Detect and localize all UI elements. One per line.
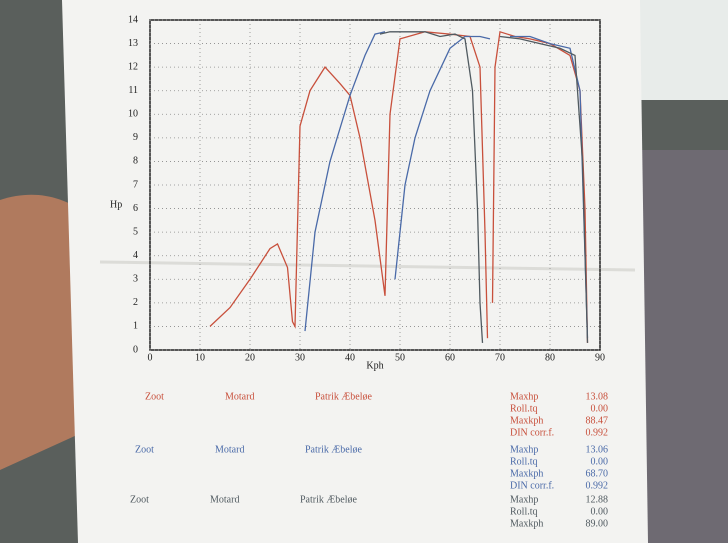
x-tick-label: 60 — [445, 352, 455, 363]
x-tick-label: 20 — [245, 352, 255, 363]
stat-label: Maxhp — [510, 494, 538, 505]
paper — [62, 0, 648, 543]
stat-value: 0.00 — [591, 506, 609, 517]
stat-value: 0.00 — [591, 456, 609, 467]
x-tick-label: 30 — [295, 352, 305, 363]
stat-value: 89.00 — [586, 518, 609, 529]
x-tick-label: 10 — [195, 352, 205, 363]
stat-value: 13.06 — [586, 444, 609, 455]
y-tick-label: 8 — [133, 156, 138, 167]
stat-label: Roll.tq — [510, 403, 538, 414]
run-field: Patrik Æbeløe — [305, 444, 362, 455]
stat-value: 0.992 — [586, 480, 609, 491]
run-field: Zoot — [135, 444, 154, 455]
y-tick-label: 2 — [133, 297, 138, 308]
stat-label: DIN corr.f. — [510, 427, 554, 438]
y-tick-label: 7 — [133, 179, 138, 190]
stat-value: 13.08 — [586, 391, 609, 402]
stat-label: Roll.tq — [510, 506, 538, 517]
y-tick-label: 13 — [128, 38, 138, 49]
window — [640, 0, 728, 100]
y-tick-label: 14 — [128, 14, 138, 25]
y-tick-label: 1 — [133, 321, 138, 332]
y-tick-label: 4 — [133, 250, 138, 261]
run-field: Motard — [225, 391, 254, 402]
y-tick-label: 3 — [133, 274, 138, 285]
stat-value: 12.88 — [586, 494, 609, 505]
stat-label: DIN corr.f. — [510, 480, 554, 491]
y-tick-label: 5 — [133, 226, 138, 237]
stat-label: Maxhp — [510, 444, 538, 455]
y-tick-label: 11 — [128, 85, 138, 96]
run-field: Motard — [215, 444, 244, 455]
x-tick-label: 70 — [495, 352, 505, 363]
x-tick-label: 40 — [345, 352, 355, 363]
stat-label: Maxkph — [510, 468, 543, 479]
stat-value: 88.47 — [586, 415, 609, 426]
run-field: Zoot — [130, 494, 149, 505]
stat-value: 68.70 — [586, 468, 609, 479]
y-axis-label: Hp — [110, 199, 122, 210]
x-tick-label: 50 — [395, 352, 405, 363]
carpet — [640, 150, 728, 543]
y-tick-label: 9 — [133, 132, 138, 143]
series-line — [304, 31, 589, 339]
x-tick-label: 90 — [595, 352, 605, 363]
y-tick-label: 6 — [133, 203, 138, 214]
stat-value: 0.00 — [591, 403, 609, 414]
y-tick-label: 0 — [133, 344, 138, 355]
series-line — [379, 31, 589, 343]
stat-label: Maxkph — [510, 518, 543, 529]
y-tick-label: 12 — [128, 61, 138, 72]
y-tick-label: 10 — [128, 109, 138, 120]
run-field: Motard — [210, 494, 239, 505]
stat-label: Maxhp — [510, 391, 538, 402]
x-tick-label: 0 — [148, 352, 153, 363]
stat-label: Roll.tq — [510, 456, 538, 467]
stat-value: 0.992 — [586, 427, 609, 438]
x-axis-label: Kph — [366, 360, 383, 371]
stat-label: Maxkph — [510, 415, 543, 426]
run-field: Patrik Æbeløe — [315, 391, 372, 402]
x-tick-label: 80 — [545, 352, 555, 363]
run-field: Zoot — [145, 391, 164, 402]
run-field: Patrik Æbeløe — [300, 494, 357, 505]
paper-fold — [99, 260, 636, 272]
